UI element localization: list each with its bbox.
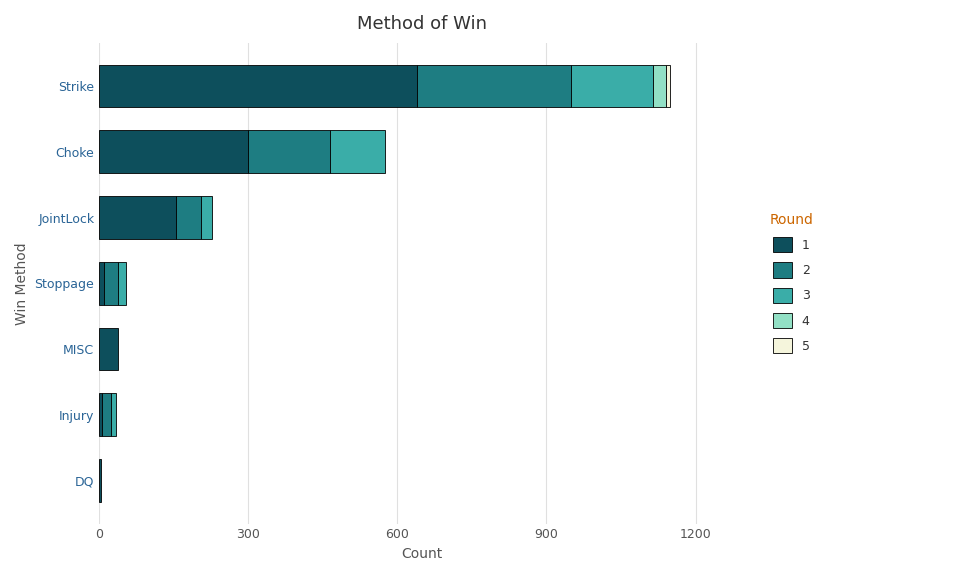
Bar (118, 262, 126, 305)
Title: Method of Win: Method of Win (357, 15, 487, 33)
Bar (571, 65, 653, 108)
Y-axis label: Win Method: Win Method (15, 242, 29, 324)
Bar (104, 262, 118, 305)
Bar (665, 65, 670, 108)
Bar (99, 130, 249, 173)
Bar (99, 459, 101, 502)
Bar (102, 393, 110, 436)
Bar (653, 65, 665, 108)
Bar (249, 130, 330, 173)
Bar (418, 65, 571, 108)
X-axis label: Count: Count (401, 547, 443, 561)
Bar (330, 130, 385, 173)
Bar (201, 196, 212, 239)
Bar (99, 196, 177, 239)
Bar (110, 393, 115, 436)
Bar (99, 65, 418, 108)
Bar (177, 196, 201, 239)
Bar (99, 262, 104, 305)
Legend: 1, 2, 3, 4, 5: 1, 2, 3, 4, 5 (764, 208, 818, 358)
Bar (99, 393, 102, 436)
Bar (99, 328, 118, 370)
